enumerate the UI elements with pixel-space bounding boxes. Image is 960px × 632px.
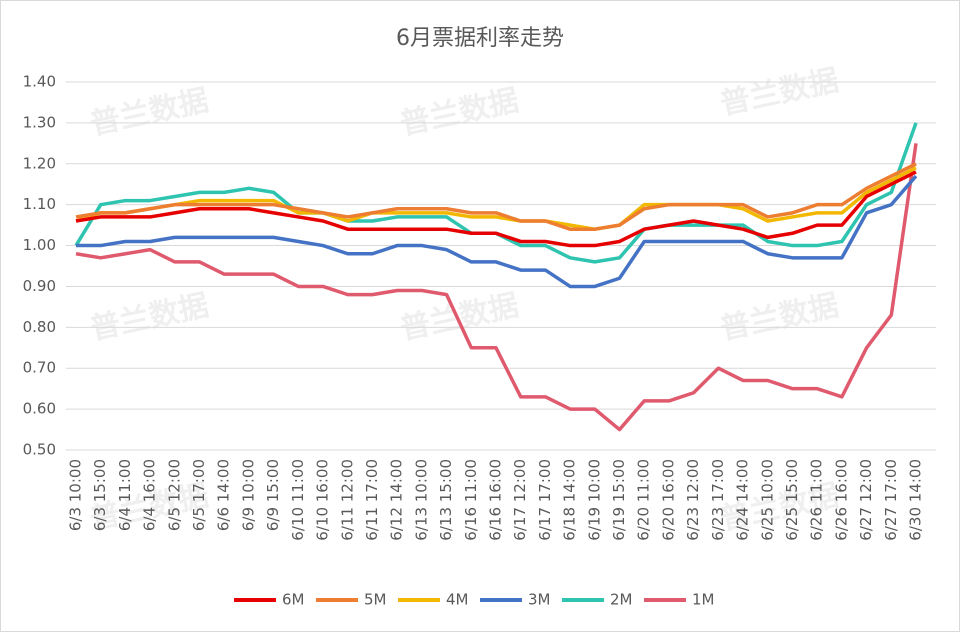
x-tick-label: 6/10 11:00 xyxy=(289,459,307,541)
y-tick-label: 0.50 xyxy=(23,441,56,459)
x-tick-label: 6/25 15:00 xyxy=(783,459,801,541)
x-tick-label: 6/9 10:00 xyxy=(239,459,257,531)
x-tick-label: 6/17 12:00 xyxy=(511,459,529,541)
x-tick-label: 6/3 10:00 xyxy=(67,459,85,531)
x-tick-label: 6/11 17:00 xyxy=(363,459,381,541)
y-tick-label: 0.80 xyxy=(23,318,56,336)
legend-label: 5M xyxy=(364,591,387,609)
watermark: 普兰数据 xyxy=(87,83,212,142)
legend-label: 1M xyxy=(692,591,715,609)
y-tick-label: 1.40 xyxy=(23,73,56,91)
x-tick-label: 6/17 17:00 xyxy=(536,459,554,541)
x-tick-label: 6/9 15:00 xyxy=(264,459,282,531)
y-tick-label: 1.30 xyxy=(23,113,56,131)
x-tick-label: 6/12 14:00 xyxy=(388,459,406,541)
x-tick-label: 6/19 15:00 xyxy=(610,459,628,541)
x-tick-label: 6/4 16:00 xyxy=(141,459,159,531)
y-tick-label: 0.60 xyxy=(23,400,56,418)
x-tick-label: 6/20 11:00 xyxy=(635,459,653,541)
series-line xyxy=(75,166,917,231)
x-tick-label: 6/16 11:00 xyxy=(462,459,480,541)
series-line xyxy=(75,143,918,432)
x-tick-label: 6/23 12:00 xyxy=(684,459,702,541)
x-tick-label: 6/5 17:00 xyxy=(190,459,208,531)
y-tick-label: 1.00 xyxy=(23,236,56,254)
x-tick-label: 6/26 16:00 xyxy=(832,459,850,541)
x-tick-label: 6/23 17:00 xyxy=(709,459,727,541)
y-tick-label: 1.10 xyxy=(23,195,56,213)
x-tick-label: 6/19 10:00 xyxy=(585,459,603,541)
series-line xyxy=(75,162,917,231)
x-tick-label: 6/26 11:00 xyxy=(808,459,826,541)
x-tick-label: 6/4 11:00 xyxy=(116,459,134,531)
x-tick-label: 6/27 17:00 xyxy=(882,459,900,541)
x-tick-label: 6/27 12:00 xyxy=(857,459,875,541)
x-tick-label: 6/13 15:00 xyxy=(437,459,455,541)
watermark: 普兰数据 xyxy=(717,63,842,122)
series-line xyxy=(75,170,917,248)
x-tick-label: 6/11 12:00 xyxy=(338,459,356,541)
y-tick-label: 0.90 xyxy=(23,277,56,295)
x-tick-label: 6/5 12:00 xyxy=(165,459,183,531)
x-tick-label: 6/13 10:00 xyxy=(412,459,430,541)
watermark: 普兰数据 xyxy=(397,288,522,347)
x-tick-label: 6/6 14:00 xyxy=(215,459,233,531)
x-tick-label: 6/3 15:00 xyxy=(91,459,109,531)
legend-label: 6M xyxy=(282,591,305,609)
watermark: 普兰数据 xyxy=(397,83,522,142)
x-tick-label: 6/30 14:00 xyxy=(907,459,925,541)
x-tick-label: 6/24 14:00 xyxy=(734,459,752,541)
chart-title: 6月票据利率走势 xyxy=(396,26,564,51)
y-tick-label: 1.20 xyxy=(23,154,56,172)
x-tick-label: 6/20 16:00 xyxy=(659,459,677,541)
watermark: 普兰数据 xyxy=(717,288,842,347)
series-line xyxy=(74,122,918,264)
x-tick-label: 6/25 10:00 xyxy=(758,459,776,541)
y-tick-label: 0.70 xyxy=(23,359,56,377)
watermark: 普兰数据 xyxy=(87,288,212,347)
x-tick-label: 6/10 16:00 xyxy=(314,459,332,541)
x-tick-label: 6/18 14:00 xyxy=(561,459,579,541)
legend-label: 2M xyxy=(610,591,633,609)
x-tick-label: 6/16 16:00 xyxy=(487,459,505,541)
series-line xyxy=(76,174,918,289)
legend-label: 4M xyxy=(446,591,469,609)
legend-label: 3M xyxy=(528,591,551,609)
